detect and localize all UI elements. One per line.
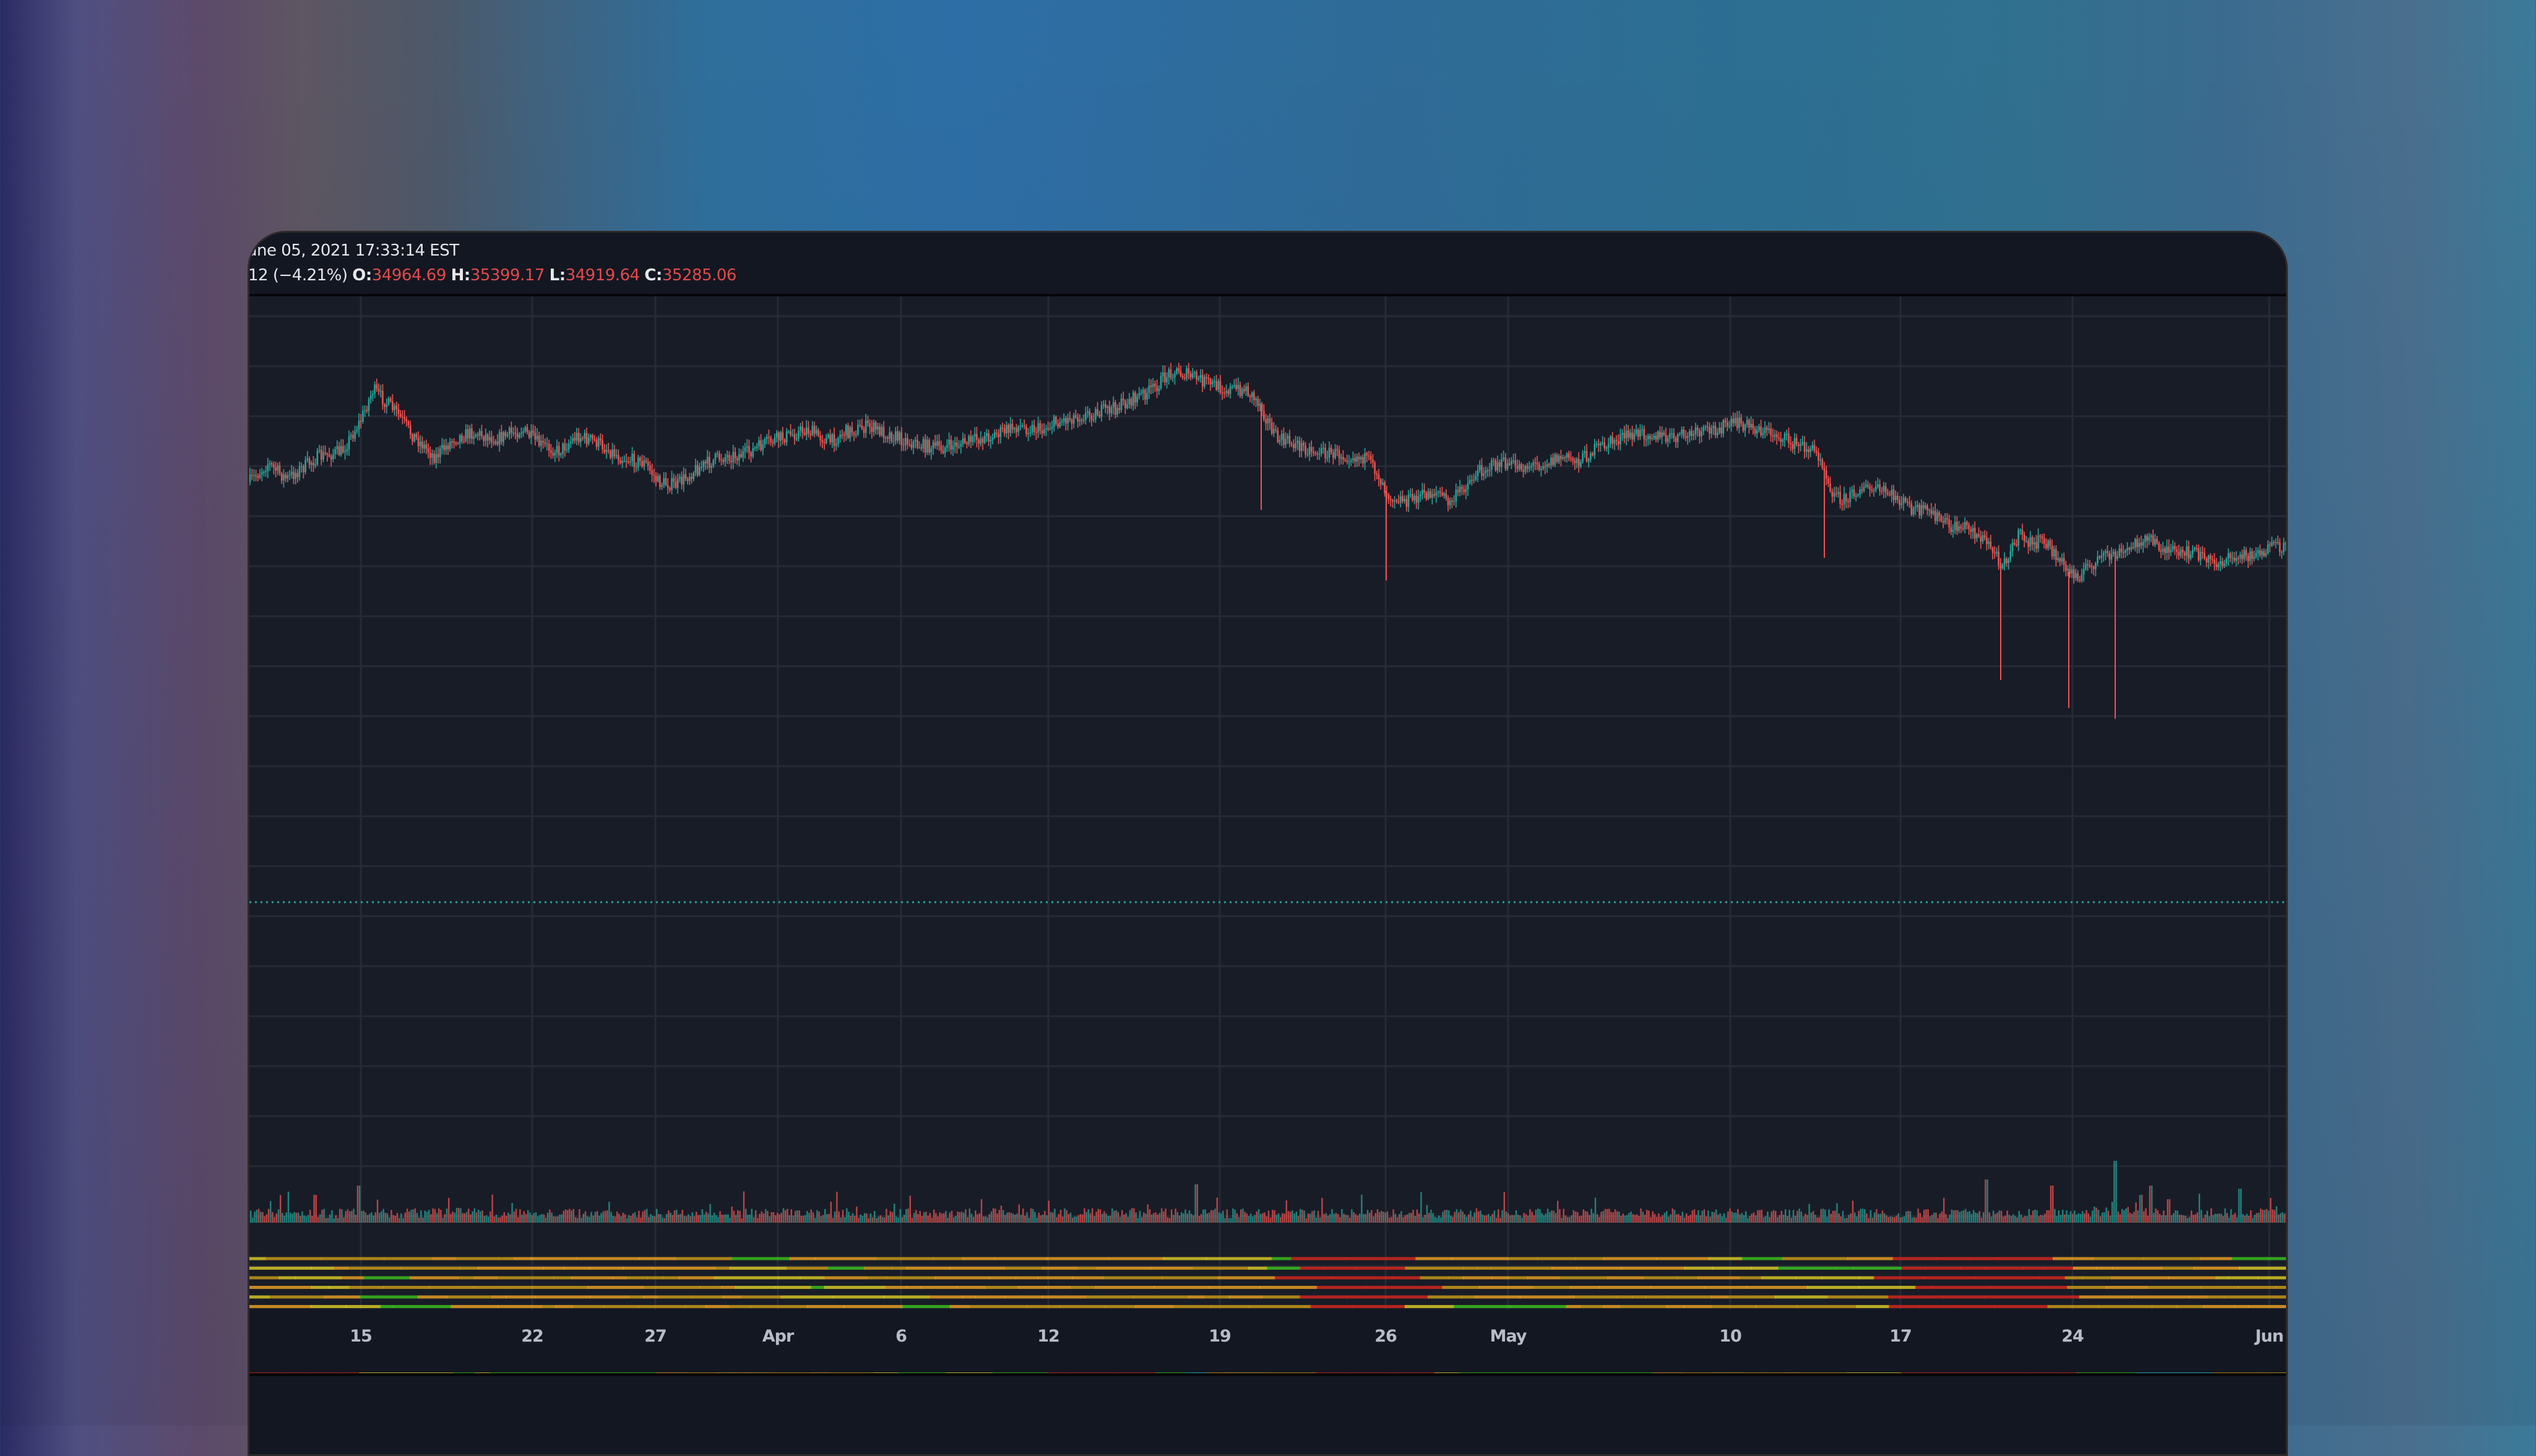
legend-high-value: 35399.17: [470, 266, 545, 285]
time-axis-label: 27: [644, 1327, 666, 1346]
time-axis-label: Apr: [762, 1327, 794, 1346]
chart-pane[interactable]: [249, 296, 2286, 1373]
chart-window: une 05, 2021 17:33:14 EST 12 (−4.21%) O:…: [248, 231, 2288, 1456]
time-axis-label: 6: [895, 1327, 907, 1346]
legend-datetime: une 05, 2021 17:33:14 EST: [248, 241, 459, 260]
legend-change: 12 (−4.21%): [248, 266, 348, 285]
time-axis-label: 19: [1209, 1327, 1231, 1346]
legend-close-key: C:: [644, 266, 662, 285]
time-axis[interactable]: 15 22 27 Apr 6 12 19 26 May 10 17 24 Jun: [249, 1309, 2286, 1372]
time-axis-label: 24: [2061, 1327, 2084, 1346]
legend-header: une 05, 2021 17:33:14 EST 12 (−4.21%) O:…: [249, 233, 2286, 295]
time-axis-label: 12: [1037, 1327, 1059, 1346]
time-axis-label: 15: [350, 1327, 372, 1346]
volume-bars: [250, 1161, 2286, 1223]
time-axis-label: 17: [1889, 1327, 1912, 1346]
legend-high-key: H:: [451, 266, 470, 285]
time-axis-label: 10: [1719, 1327, 1741, 1346]
time-axis-label: 26: [1374, 1327, 1397, 1346]
legend-low-key: L:: [550, 266, 566, 285]
chart-canvas[interactable]: [249, 296, 2286, 1373]
legend-open-key: O:: [352, 266, 372, 285]
time-axis-label: May: [1490, 1327, 1527, 1346]
legend-low-value: 34919.64: [566, 266, 640, 285]
time-axis-label: Jun: [2255, 1327, 2284, 1346]
legend-close-value: 35285.06: [662, 266, 736, 285]
legend-ohlc: 12 (−4.21%) O:34964.69 H:35399.17 L:3491…: [248, 266, 736, 285]
bottom-toolbar: [249, 1376, 2286, 1454]
time-axis-label: 22: [521, 1327, 543, 1346]
legend-open-value: 34964.69: [372, 266, 446, 285]
